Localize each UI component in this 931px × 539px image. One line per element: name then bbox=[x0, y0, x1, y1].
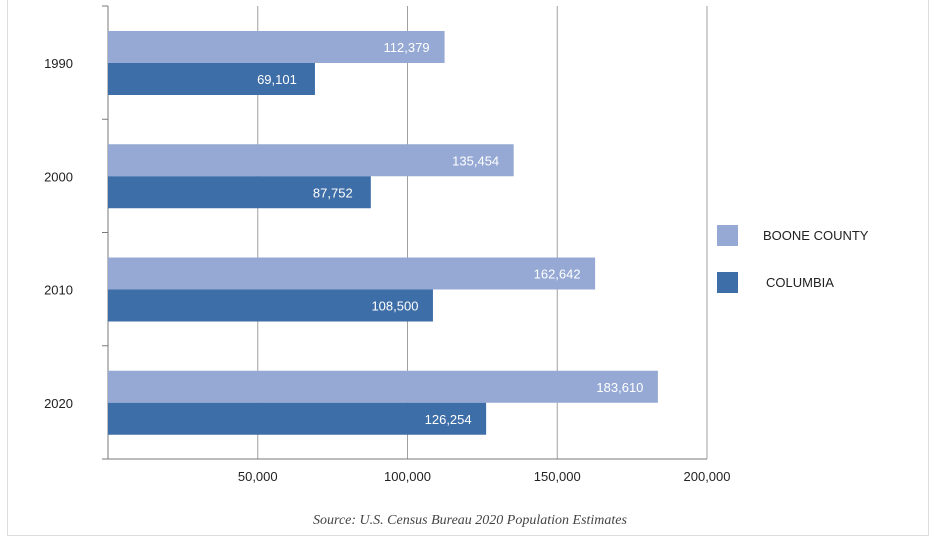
bar-value-label: 112,379 bbox=[384, 40, 430, 55]
bar-columbia-2010 bbox=[108, 289, 433, 322]
bar-value-label: 126,254 bbox=[425, 412, 472, 427]
x-tick-label: 200,000 bbox=[684, 469, 731, 484]
bar-value-label: 162,642 bbox=[534, 267, 581, 282]
x-tick-label: 150,000 bbox=[534, 469, 581, 484]
category-label: 2010 bbox=[44, 283, 73, 298]
bar-columbia-1990 bbox=[108, 63, 315, 95]
bar-boone-county-2000 bbox=[108, 144, 514, 177]
category-labels: 1990 2000 2010 2020 bbox=[44, 56, 73, 411]
bar-boone-county-2020 bbox=[108, 370, 658, 403]
x-tick-label: 100,000 bbox=[384, 469, 431, 484]
bar-value-label: 69,101 bbox=[257, 72, 297, 87]
bar-value-label: 87,752 bbox=[313, 185, 353, 200]
category-label: 2020 bbox=[44, 396, 73, 411]
x-tick-label: 50,000 bbox=[238, 469, 278, 484]
chart-frame bbox=[7, 0, 929, 536]
tick-labels: 50,000 100,000 150,000 200,000 bbox=[238, 469, 731, 484]
category-label: 2000 bbox=[44, 169, 73, 184]
legend-label: COLUMBIA bbox=[766, 275, 834, 290]
bars: 112,379 69,101 135,454 87,752 162,642 108,500… bbox=[108, 31, 658, 435]
legend-swatch bbox=[717, 272, 738, 293]
legend-label: BOONE COUNTY bbox=[763, 228, 869, 243]
bar-columbia-2000 bbox=[108, 176, 371, 209]
bar-boone-county-1990 bbox=[108, 31, 445, 63]
source-note: Source: U.S. Census Bureau 2020 Populati… bbox=[313, 513, 627, 528]
bar-value-label: 108,500 bbox=[371, 299, 418, 314]
legend-swatch bbox=[717, 225, 738, 246]
bar-boone-county-2010 bbox=[108, 257, 596, 290]
bar-value-label: 183,610 bbox=[596, 380, 643, 395]
bar-value-label: 135,454 bbox=[452, 153, 499, 168]
category-label: 1990 bbox=[44, 56, 73, 71]
legend: BOONE COUNTY COLUMBIA bbox=[717, 225, 869, 293]
bar-columbia-2020 bbox=[108, 402, 487, 435]
